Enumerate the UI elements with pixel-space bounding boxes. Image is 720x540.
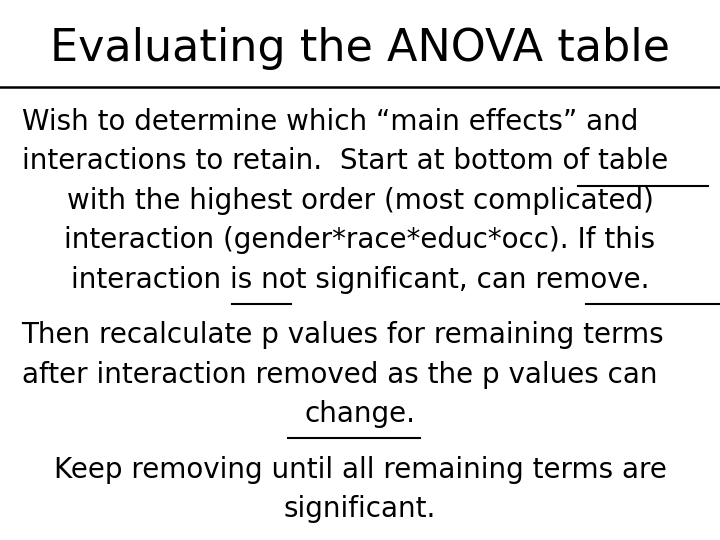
Text: interaction (gender*race*educ*occ). If this: interaction (gender*race*educ*occ). If t… bbox=[64, 226, 656, 254]
Text: interactions to retain.  Start at bottom of table: interactions to retain. Start at bottom … bbox=[22, 147, 668, 176]
Text: Then recalculate p values for remaining terms: Then recalculate p values for remaining … bbox=[22, 321, 665, 349]
Text: significant.: significant. bbox=[284, 495, 436, 523]
Text: change.: change. bbox=[305, 400, 415, 428]
Text: interaction is not significant, can remove.: interaction is not significant, can remo… bbox=[71, 266, 649, 294]
Text: Wish to determine which “main effects” and: Wish to determine which “main effects” a… bbox=[22, 108, 638, 136]
Text: with the highest order (most complicated): with the highest order (most complicated… bbox=[66, 187, 654, 215]
Text: after interaction removed as the p values can: after interaction removed as the p value… bbox=[22, 361, 657, 389]
Text: Keep removing until all remaining terms are: Keep removing until all remaining terms … bbox=[53, 456, 667, 484]
Text: Evaluating the ANOVA table: Evaluating the ANOVA table bbox=[50, 27, 670, 70]
